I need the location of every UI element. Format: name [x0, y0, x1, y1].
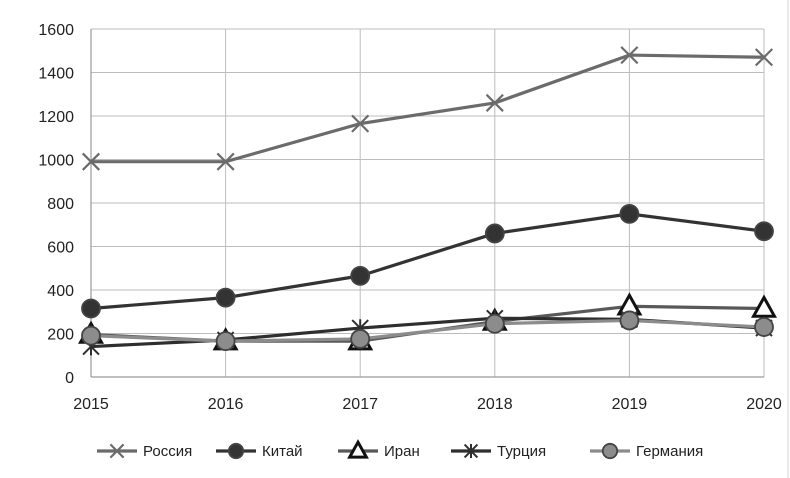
legend-label: Китай [262, 443, 303, 460]
y-tick-label: 600 [47, 240, 74, 257]
x-tick-label: 2017 [342, 396, 378, 413]
y-tick-label: 1600 [38, 22, 74, 39]
data-point [484, 223, 505, 244]
x-tick-label: 2015 [73, 396, 109, 413]
data-point [350, 265, 371, 286]
data-point [619, 310, 640, 331]
y-tick-label: 1400 [38, 66, 74, 83]
legend-label: Германия [636, 443, 703, 460]
data-point [81, 298, 101, 319]
legend-item: Германия [590, 442, 703, 460]
legend-label: Россия [143, 443, 192, 460]
data-point [215, 287, 236, 308]
data-point [619, 203, 640, 224]
data-point [485, 93, 504, 112]
axes: 0 200 400 600 800 1000 1200 1400 1600 2015 2016 201… [38, 22, 781, 413]
series-0 [81, 46, 774, 171]
series-line [90, 318, 765, 343]
y-tick-label: 800 [47, 196, 74, 213]
x-tick-label: 2020 [746, 396, 782, 413]
legend-item: Иран [338, 439, 420, 460]
legend: Россия Китай Иран Турция Германия [97, 439, 703, 460]
data-point [216, 152, 235, 171]
legend-item: Турция [451, 443, 546, 460]
legend-marker [601, 442, 619, 460]
legend-marker [347, 439, 369, 459]
data-point [215, 331, 236, 352]
series-1 [81, 203, 774, 319]
legend-marker [227, 442, 245, 460]
legend-marker [109, 443, 125, 459]
series-4 [81, 310, 774, 352]
data-point [754, 48, 774, 67]
series-lines [77, 46, 778, 356]
data-point [81, 325, 101, 346]
data-point [754, 221, 774, 242]
y-tick-label: 0 [65, 370, 74, 387]
series-line [91, 53, 765, 164]
x-tick-label: 2016 [208, 396, 244, 413]
y-tick-label: 1200 [38, 109, 74, 126]
x-tick-label: 2019 [612, 396, 648, 413]
data-point [351, 114, 370, 133]
y-tick-label: 200 [47, 327, 74, 344]
legend-label: Иран [384, 443, 420, 460]
legend-marker [463, 443, 479, 459]
data-point [754, 317, 774, 337]
legend-item: Китай [216, 442, 303, 460]
y-tick-label: 400 [47, 283, 74, 300]
data-point [750, 294, 778, 318]
legend-item: Россия [97, 443, 192, 460]
data-point [81, 152, 101, 171]
data-point [484, 313, 505, 334]
data-point [620, 46, 639, 65]
data-point [350, 329, 371, 349]
legend-label: Турция [497, 443, 546, 460]
y-tick-label: 1000 [38, 153, 74, 170]
series-line [90, 212, 765, 311]
x-tick-label: 2018 [477, 396, 513, 413]
